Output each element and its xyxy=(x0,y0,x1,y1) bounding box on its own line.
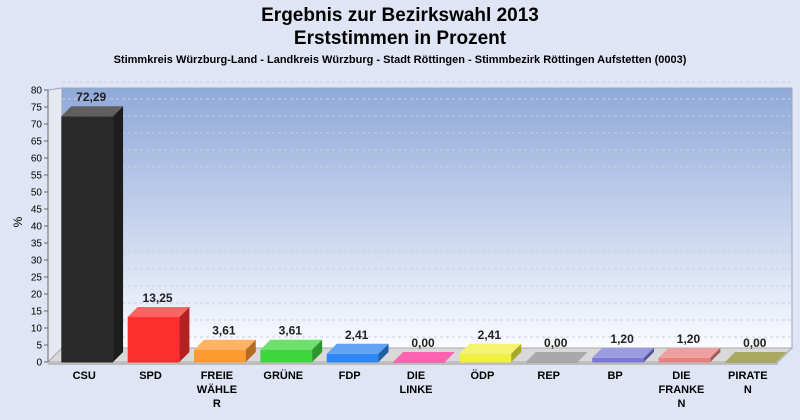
chart-title: Ergebnis zur Bezirkswahl 2013 Erststimme… xyxy=(0,4,800,50)
x-tick-label: SPD xyxy=(139,370,162,382)
y-tick-label: 20 xyxy=(31,290,43,301)
x-tick-label: CSU xyxy=(73,370,96,382)
bar-front xyxy=(326,353,379,363)
x-tick-label: DIE xyxy=(407,370,425,382)
bar-top xyxy=(724,351,787,362)
bar-front xyxy=(127,316,180,363)
bar-7 xyxy=(525,351,588,363)
bar-10 xyxy=(724,351,787,363)
x-tick-label: N xyxy=(677,398,685,410)
x-tick-label: ÖDP xyxy=(470,369,494,382)
y-tick-label: 35 xyxy=(31,239,43,250)
y-tick-label: 40 xyxy=(31,222,43,233)
data-label: 0,00 xyxy=(544,336,568,350)
data-label: 2,41 xyxy=(478,328,502,342)
bar-5 xyxy=(393,351,455,363)
y-axis-label: % xyxy=(11,216,25,227)
data-label: 13,25 xyxy=(143,291,173,305)
chart-title-line-2: Erststimmen in Prozent xyxy=(293,28,507,49)
data-label: 0,00 xyxy=(411,336,435,350)
data-label: 3,61 xyxy=(279,324,303,338)
bar-top xyxy=(127,306,190,317)
y-tick-label: 55 xyxy=(31,171,43,182)
y-tick-label: 50 xyxy=(31,188,43,199)
bar-front xyxy=(459,353,512,363)
bar-front xyxy=(393,361,445,363)
data-label: 1,20 xyxy=(610,332,634,346)
bar-side xyxy=(312,339,323,362)
bar-front xyxy=(61,116,114,363)
data-label: 2,41 xyxy=(345,328,369,342)
bar-top xyxy=(194,339,256,350)
x-tick-label: FREIE xyxy=(201,370,233,382)
x-tick-label: FDP xyxy=(339,370,361,382)
bar-side xyxy=(577,351,588,362)
bar-4 xyxy=(326,343,389,363)
bar-front xyxy=(658,357,711,363)
bar-side xyxy=(776,351,787,362)
y-tick-label: 5 xyxy=(36,341,42,352)
y-tick-label: 15 xyxy=(31,307,43,318)
bar-side xyxy=(378,343,389,362)
bar-front xyxy=(724,361,777,363)
bar-top xyxy=(459,343,522,354)
y-tick-label: 75 xyxy=(31,103,43,114)
plot-floor-edge xyxy=(48,362,778,365)
x-tick-label: FRANKE xyxy=(659,384,705,396)
bar-side xyxy=(179,306,190,362)
y-tick-label: 30 xyxy=(31,256,43,267)
chart-title-line-1: Ergebnis zur Bezirkswahl 2013 xyxy=(261,5,539,26)
bar-top xyxy=(658,347,721,358)
bar-front xyxy=(194,349,246,363)
data-label: 72,29 xyxy=(76,90,106,104)
y-tick-label: 0 xyxy=(36,358,42,369)
bar-1 xyxy=(127,306,190,363)
bar-side xyxy=(444,351,455,362)
x-tick-label: REP xyxy=(537,370,560,382)
bar-side xyxy=(643,347,654,362)
y-tick-label: 60 xyxy=(31,154,43,165)
x-tick-label: N xyxy=(744,384,752,396)
x-tick-label: DIE xyxy=(672,370,690,382)
bar-side xyxy=(113,106,124,363)
y-tick-label: 10 xyxy=(31,324,43,335)
bar-top xyxy=(525,351,588,362)
data-label: 3,61 xyxy=(212,324,236,338)
bar-2 xyxy=(194,339,256,363)
bar-top xyxy=(61,106,124,117)
bar-top xyxy=(326,343,389,354)
bar-front xyxy=(592,357,644,363)
bar-side xyxy=(511,343,522,362)
x-tick-label: WÄHLE xyxy=(197,383,237,396)
bar-3 xyxy=(260,339,323,363)
bar-top xyxy=(393,351,455,362)
y-tick-label: 70 xyxy=(31,120,43,131)
y-tick-label: 65 xyxy=(31,137,43,148)
chart-subtitle: Stimmkreis Würzburg-Land - Landkreis Wür… xyxy=(113,54,687,66)
y-tick-label: 80 xyxy=(31,86,43,97)
x-tick-label: GRÜNE xyxy=(263,369,303,382)
data-label: 0,00 xyxy=(743,336,767,350)
bar-side xyxy=(245,339,256,362)
bar-9 xyxy=(658,347,721,363)
x-tick-label: PIRATE xyxy=(728,370,768,382)
bar-0 xyxy=(61,106,124,363)
bar-top xyxy=(592,347,654,358)
bar-front xyxy=(260,349,313,363)
bar-top xyxy=(260,339,323,350)
bar-6 xyxy=(459,343,522,363)
plot-side-wall xyxy=(47,87,63,364)
x-tick-label: BP xyxy=(607,370,622,382)
bar-front xyxy=(525,361,578,363)
y-tick-label: 25 xyxy=(31,273,43,284)
x-tick-label: R xyxy=(213,398,221,410)
y-tick-label: 45 xyxy=(31,205,43,216)
bar-side xyxy=(710,347,721,362)
bar-8 xyxy=(592,347,654,363)
x-tick-label: LINKE xyxy=(400,384,433,396)
data-label: 1,20 xyxy=(677,332,701,346)
